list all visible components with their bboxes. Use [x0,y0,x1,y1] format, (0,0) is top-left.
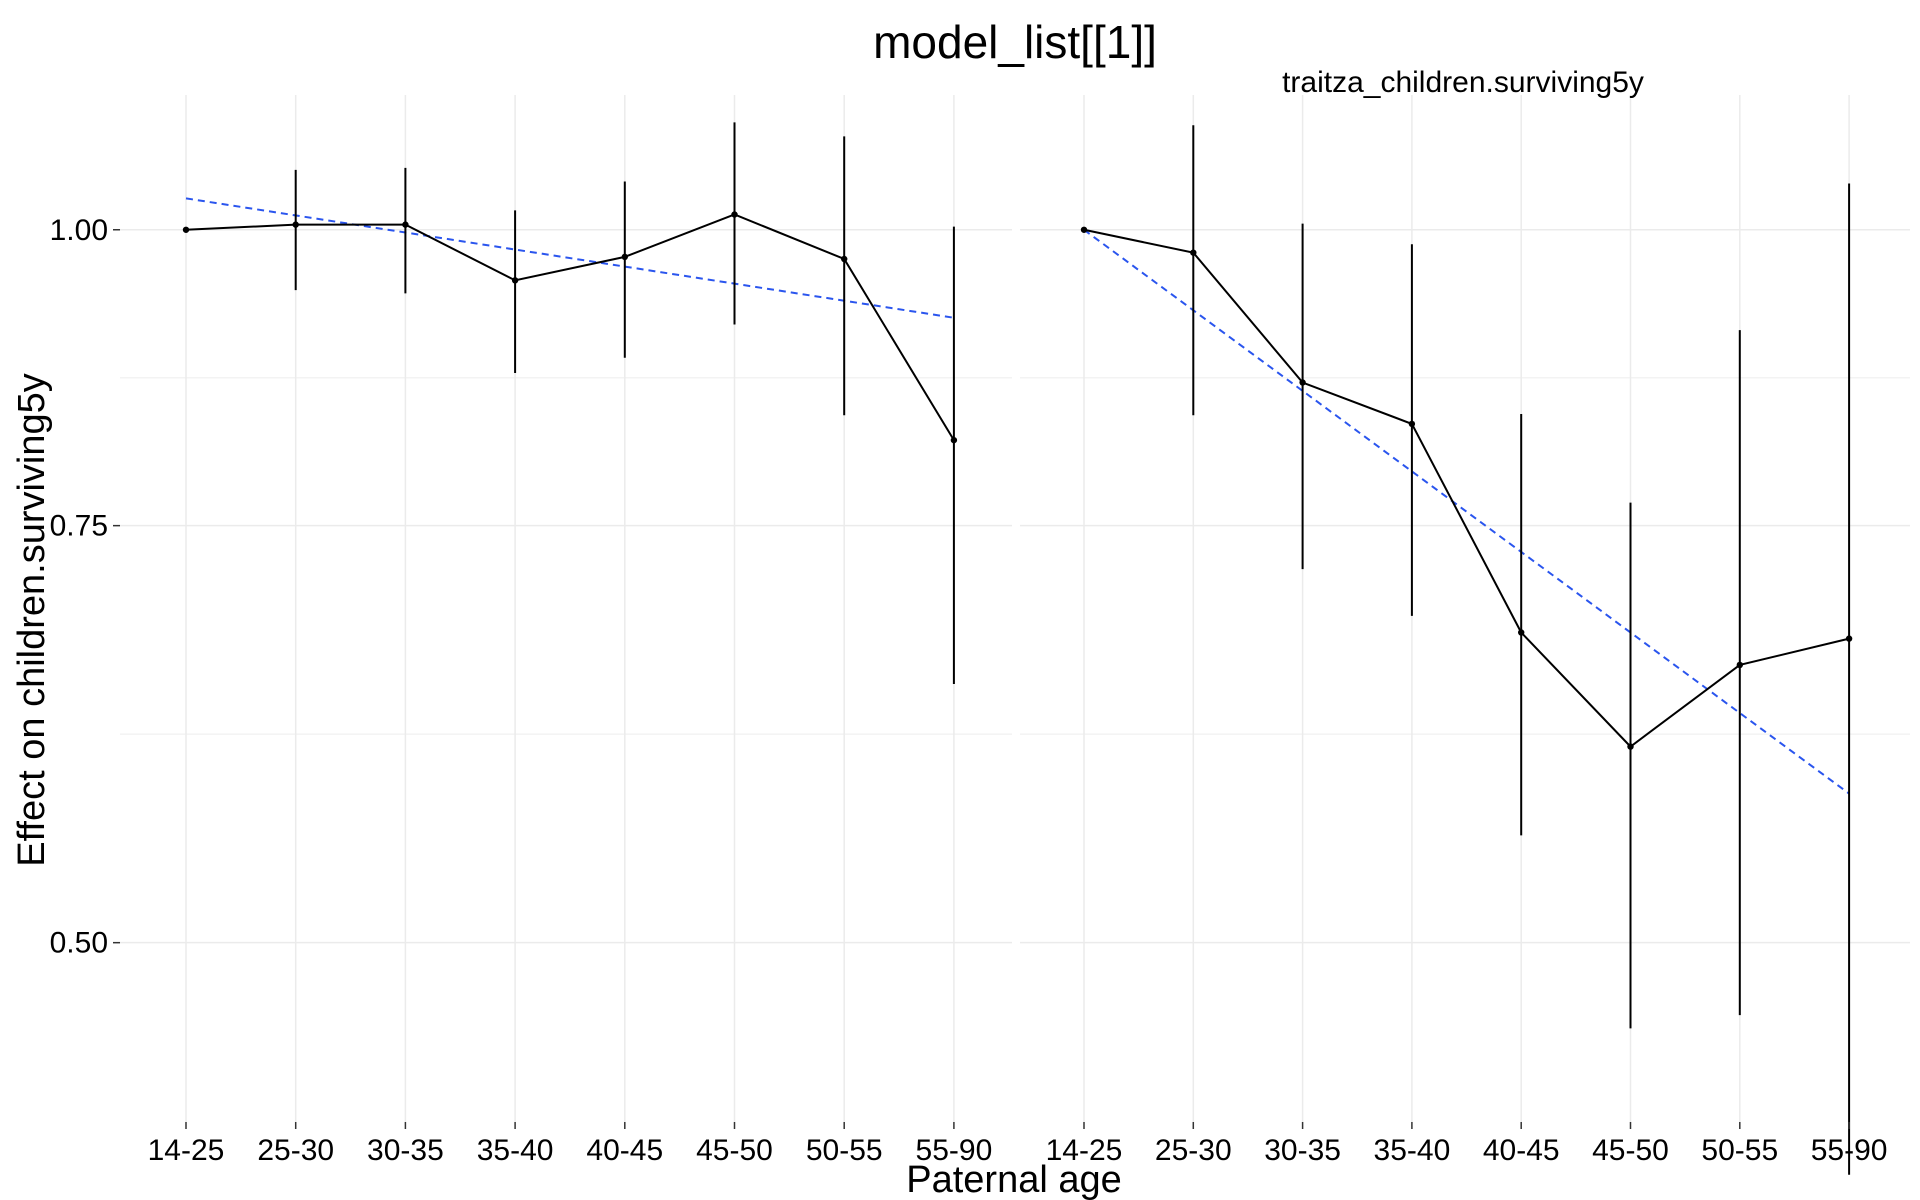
trend-line-p0 [185,197,955,319]
point-p1-5 [1627,743,1634,750]
y-tick-label-1: 0.75 [50,510,108,543]
point-p0-0 [182,226,190,233]
point-p1-7 [1845,635,1853,642]
x-tick-label-p1-1: 25-30 [1155,1134,1232,1167]
x-tick-label-p0-5: 45-50 [696,1134,773,1167]
x-tick-label-p0-6: 50-55 [806,1134,883,1167]
trend-line-p1 [1083,228,1850,795]
data-line-layer [185,213,1850,748]
point-p1-3 [1408,420,1416,428]
x-tick-label-p1-2: 30-35 [1264,1134,1341,1167]
point-p0-7 [950,436,958,444]
grid-layer [120,95,1910,1122]
y-tick-label-0: 0.50 [50,927,108,960]
point-p1-1 [1190,249,1197,256]
x-tick-label-p1-3: 35-40 [1374,1134,1451,1167]
tick-layer: 0.50 0.75 1.00 14-25 25-30 30-35 35-40 40-45 45-… [50,214,1888,1167]
point-p0-6 [841,255,848,263]
point-p0-3 [511,277,519,284]
x-tick-label-p0-1: 25-30 [257,1134,334,1167]
x-tick-label-p0-0: 14-25 [148,1134,225,1167]
x-tick-label-p0-3: 35-40 [477,1134,554,1167]
point-p0-4 [621,253,628,261]
y-axis-label: Effect on children.surviving5y [11,373,53,867]
x-tick-label-p1-7: 55-90 [1811,1134,1888,1167]
series-line-p1 [1083,228,1850,748]
point-p1-4 [1518,629,1525,636]
point-p0-5 [731,211,738,218]
x-tick-label-p1-0: 14-25 [1046,1134,1123,1167]
trend-layer [185,197,1850,795]
x-tick-label-p0-2: 30-35 [367,1134,444,1167]
point-layer [182,211,1853,750]
series-line-p0 [185,213,955,441]
point-p0-1 [292,221,299,228]
y-tick-label-2: 1.00 [50,214,108,247]
facet-label-right: traitza_children.surviving5y [1282,66,1644,99]
x-tick-label-p0-7: 55-90 [916,1134,993,1167]
errorbar-layer [294,122,1851,1175]
point-p0-2 [402,221,409,228]
chart-title: model_list[[1]] [873,16,1157,68]
x-tick-label-p1-4: 40-45 [1483,1134,1560,1167]
point-p1-0 [1080,226,1088,233]
x-tick-label-p1-5: 45-50 [1592,1134,1669,1167]
x-axis-label: Paternal age [906,1159,1122,1200]
x-tick-label-p1-6: 50-55 [1701,1134,1778,1167]
point-p1-6 [1736,661,1744,669]
point-p1-2 [1299,379,1306,386]
x-tick-label-p0-4: 40-45 [586,1134,663,1167]
